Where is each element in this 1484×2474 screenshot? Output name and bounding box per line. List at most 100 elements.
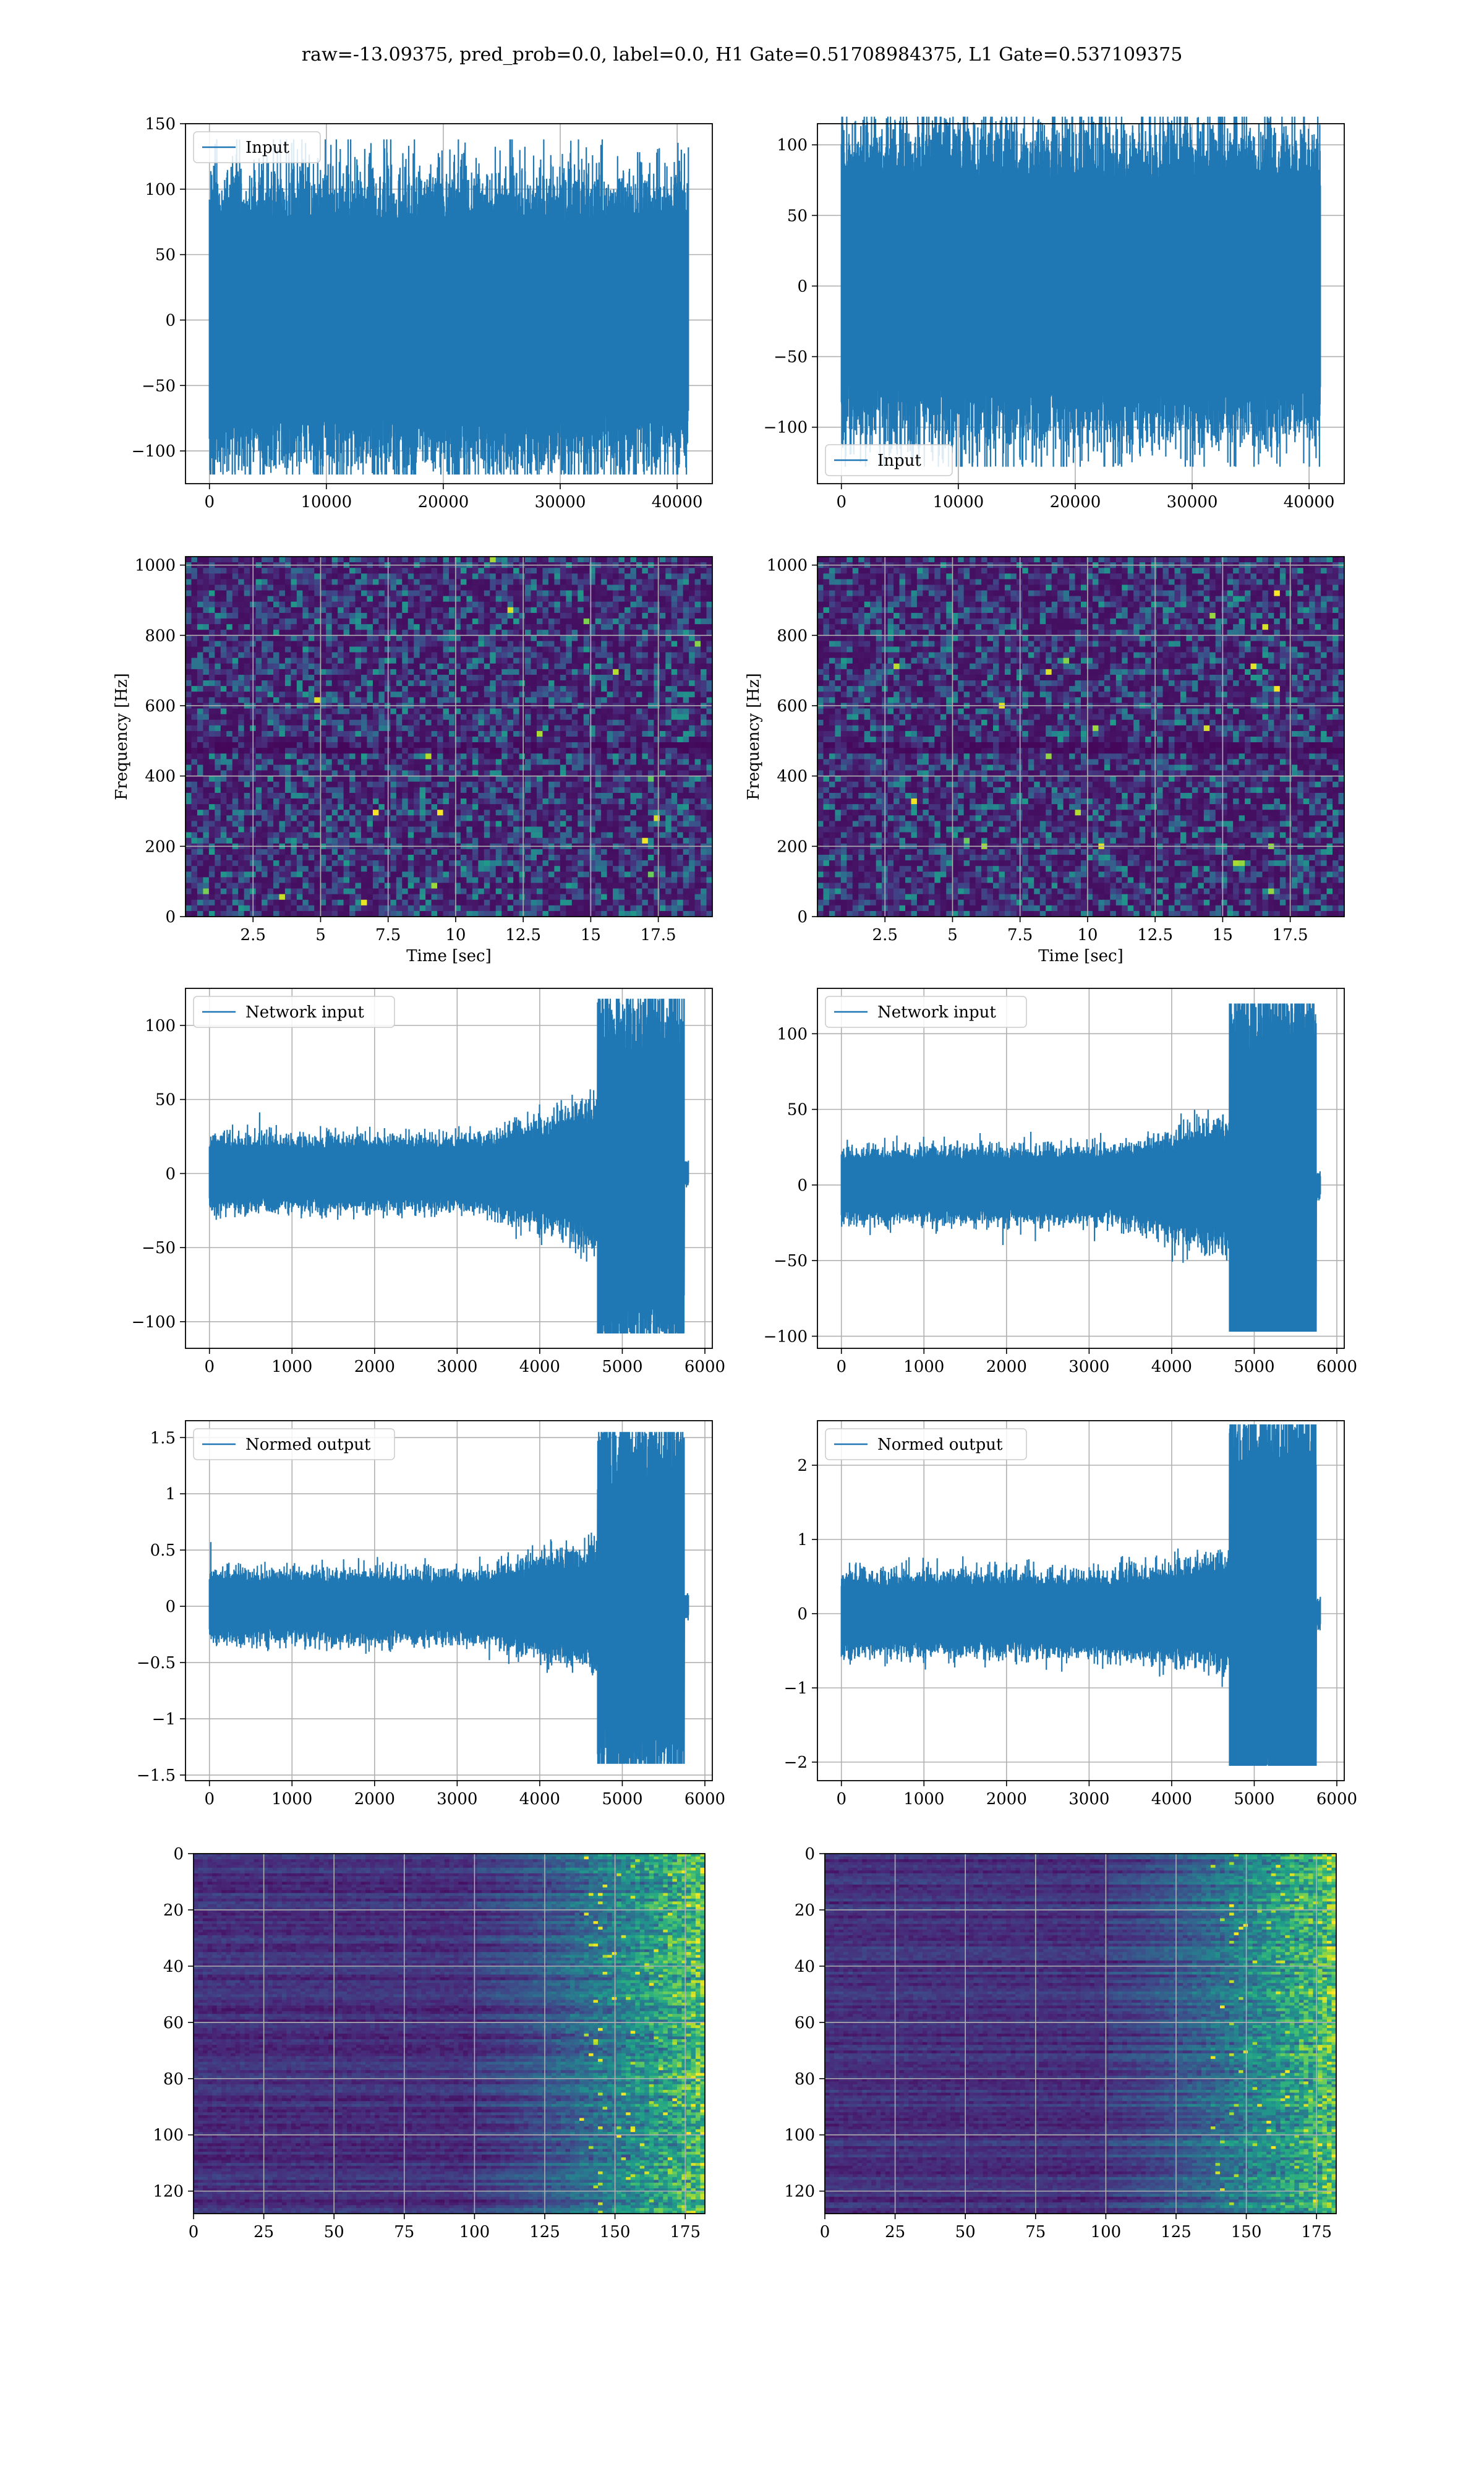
heatmap-cell bbox=[537, 618, 544, 625]
heatmap-cell bbox=[331, 669, 338, 675]
heatmap-cell bbox=[507, 663, 514, 670]
heatmap-cell bbox=[197, 596, 203, 602]
heatmap-cell bbox=[519, 725, 526, 732]
heatmap-cell bbox=[367, 910, 373, 917]
heatmap-cell bbox=[607, 871, 613, 878]
heatmap-cell bbox=[613, 669, 620, 675]
heatmap-cell bbox=[232, 849, 239, 855]
heatmap-cell bbox=[630, 568, 637, 574]
heatmap-cell bbox=[331, 849, 338, 855]
heatmap-cell bbox=[186, 584, 192, 591]
heatmap-cell bbox=[279, 905, 286, 912]
heatmap-cell bbox=[490, 877, 497, 884]
heatmap-cell bbox=[507, 624, 514, 630]
heatmap-cell bbox=[578, 663, 584, 670]
heatmap-cell bbox=[378, 652, 385, 659]
heatmap-cell bbox=[326, 612, 333, 619]
heatmap-cell bbox=[331, 579, 338, 586]
heatmap-cell bbox=[273, 810, 280, 816]
heatmap-cell bbox=[531, 573, 537, 580]
heatmap-cell bbox=[208, 674, 215, 681]
heatmap-cell bbox=[501, 748, 508, 754]
heatmap-cell bbox=[560, 781, 566, 788]
heatmap-cell bbox=[607, 910, 613, 917]
heatmap-cell bbox=[618, 910, 625, 917]
heatmap-cell bbox=[625, 787, 631, 794]
heatmap-cell bbox=[548, 646, 555, 653]
heatmap-cell bbox=[601, 899, 608, 906]
heatmap-cell bbox=[291, 764, 297, 771]
heatmap-cell bbox=[355, 652, 362, 659]
heatmap-cell bbox=[519, 854, 526, 861]
heatmap-cell bbox=[390, 877, 397, 884]
heatmap-cell bbox=[320, 557, 326, 563]
heatmap-cell bbox=[367, 742, 373, 748]
heatmap-cell bbox=[378, 787, 385, 794]
heatmap-cell bbox=[542, 787, 549, 794]
heatmap-cell bbox=[513, 776, 520, 782]
heatmap-cell bbox=[255, 854, 262, 861]
heatmap-cell bbox=[355, 630, 362, 636]
heatmap-cell bbox=[578, 725, 584, 732]
heatmap-cell bbox=[215, 815, 221, 821]
heatmap-cell bbox=[267, 680, 274, 687]
heatmap-cell bbox=[191, 686, 198, 692]
heatmap-cell bbox=[296, 810, 303, 816]
heatmap-cell bbox=[320, 730, 326, 737]
heatmap-cell bbox=[484, 607, 490, 614]
heatmap-cell bbox=[215, 888, 221, 895]
heatmap-cell bbox=[232, 860, 239, 867]
heatmap-cell bbox=[513, 579, 520, 586]
heatmap-cell bbox=[484, 579, 490, 586]
heatmap-cell bbox=[232, 568, 239, 574]
heatmap-cell bbox=[308, 737, 315, 743]
heatmap-cell bbox=[460, 646, 467, 653]
heatmap-cell bbox=[331, 657, 338, 664]
heatmap-cell bbox=[203, 584, 210, 591]
heatmap-cell bbox=[501, 719, 508, 726]
heatmap-cell bbox=[613, 759, 620, 766]
heatmap-cell bbox=[186, 883, 192, 889]
heatmap-cell bbox=[378, 883, 385, 889]
heatmap-cell bbox=[571, 776, 578, 782]
heatmap-cell bbox=[302, 866, 309, 872]
heatmap-cell bbox=[472, 714, 479, 721]
heatmap-cell bbox=[548, 883, 555, 889]
heatmap-cell bbox=[449, 871, 456, 878]
heatmap-cell bbox=[425, 737, 432, 743]
heatmap-cell bbox=[537, 691, 544, 698]
heatmap-cell bbox=[197, 910, 203, 917]
heatmap-cell bbox=[279, 877, 286, 884]
heatmap-cell bbox=[414, 832, 420, 839]
heatmap-cell bbox=[414, 657, 420, 664]
heatmap-cell bbox=[338, 618, 344, 625]
heatmap-cell bbox=[466, 646, 473, 653]
heatmap-cell bbox=[244, 680, 250, 687]
heatmap-cell bbox=[472, 573, 479, 580]
heatmap-cell bbox=[495, 730, 502, 737]
heatmap-cell bbox=[478, 618, 485, 625]
heatmap-cell bbox=[244, 584, 250, 591]
heatmap-cell bbox=[618, 573, 625, 580]
heatmap-cell bbox=[262, 899, 268, 906]
heatmap-cell bbox=[402, 764, 409, 771]
heatmap-cell bbox=[215, 832, 221, 839]
heatmap-cell bbox=[349, 725, 356, 732]
heatmap-cell bbox=[630, 624, 637, 630]
heatmap-cell bbox=[273, 657, 280, 664]
heatmap-cell bbox=[284, 748, 291, 754]
heatmap-cell bbox=[244, 860, 250, 867]
heatmap-cell bbox=[338, 792, 344, 799]
heatmap-cell bbox=[414, 871, 420, 878]
x-tick-label: 10000 bbox=[301, 493, 352, 511]
heatmap-cell bbox=[296, 899, 303, 906]
heatmap-cell bbox=[349, 810, 356, 816]
heatmap-cell bbox=[232, 888, 239, 895]
heatmap-cell bbox=[331, 905, 338, 912]
heatmap-cell bbox=[583, 663, 590, 670]
heatmap-cell bbox=[203, 579, 210, 586]
heatmap-cell bbox=[284, 596, 291, 602]
heatmap-cell bbox=[560, 674, 566, 681]
heatmap-cell bbox=[607, 652, 613, 659]
heatmap-cell bbox=[238, 557, 245, 563]
